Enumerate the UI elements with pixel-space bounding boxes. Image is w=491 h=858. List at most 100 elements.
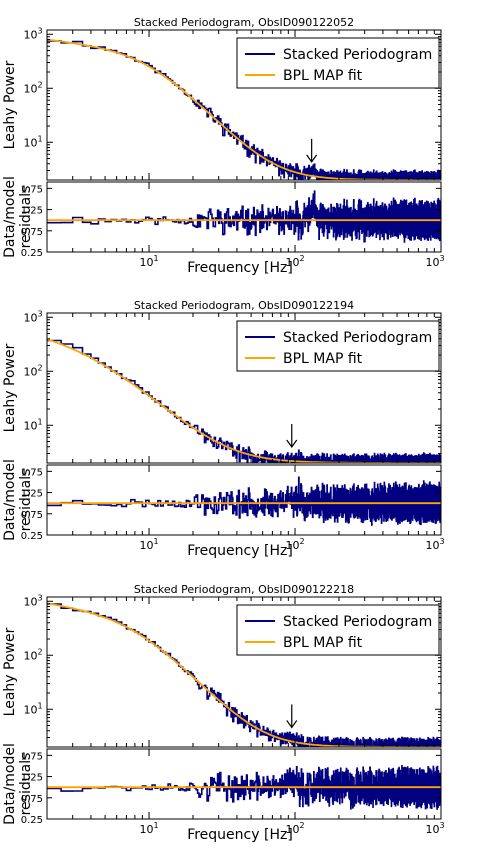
power-axis-label: Leahy Power	[2, 627, 18, 716]
residual-tick-label: 1.25	[21, 773, 43, 784]
tick-exponent: 3	[439, 254, 444, 263]
tick-base: 10	[425, 256, 439, 269]
tick-exponent: 3	[37, 593, 42, 602]
tick-exponent: 1	[37, 701, 42, 710]
residual-tick-label: 0.75	[21, 794, 43, 805]
power-axis-label: Leahy Power	[2, 343, 18, 432]
frequency-axis-label: Frequency [Hz]	[187, 543, 293, 559]
tick-base: 10	[23, 311, 37, 324]
chart-title: Stacked Periodogram, ObsID090122218	[134, 583, 354, 596]
residual-tick-label: 1.75	[21, 751, 43, 762]
tick-exponent: 1	[153, 537, 158, 546]
tick-base: 10	[139, 539, 153, 552]
residual-tick-label: 1.25	[21, 206, 43, 217]
tick-exponent: 1	[153, 821, 158, 830]
tick-base: 10	[285, 539, 299, 552]
residual-tick-label: 1.75	[21, 184, 43, 195]
residual-tick-label: 1.25	[21, 489, 43, 500]
y-tick-label: 101	[23, 701, 42, 716]
periodogram-panel-1: Stacked Periodogram, ObsID09012205210110…	[2, 16, 445, 276]
legend-label-fit: BPL MAP fit	[283, 351, 363, 367]
residual-axis-label-line: Data/model	[2, 743, 18, 825]
qpo-arrowhead	[286, 439, 298, 449]
residual-tick-label: 0.75	[21, 510, 43, 521]
chart-title: Stacked Periodogram, ObsID090122194	[134, 299, 354, 312]
legend-box	[236, 37, 440, 89]
power-axis-label: Leahy Power	[2, 60, 18, 149]
residual-axis-label: Data/modelresiduals	[2, 459, 34, 541]
residual-axis-label: Data/modelresiduals	[2, 743, 34, 825]
x-tick-label: 103	[425, 254, 444, 269]
legend-label-fit: BPL MAP fit	[283, 68, 363, 84]
legend-label-data: Stacked Periodogram	[283, 47, 432, 63]
x-tick-label: 102	[285, 821, 304, 836]
tick-base: 10	[139, 823, 153, 836]
y-tick-label: 103	[23, 593, 42, 608]
tick-exponent: 2	[299, 254, 304, 263]
qpo-arrowhead	[286, 720, 298, 729]
tick-base: 10	[23, 649, 37, 662]
residual-tick-label: 0.25	[21, 815, 43, 826]
periodogram-series	[47, 40, 441, 180]
legend-label-data: Stacked Periodogram	[283, 330, 432, 346]
periodogram-panel-3: Stacked Periodogram, ObsID09012221810110…	[2, 583, 445, 843]
tick-exponent: 2	[299, 537, 304, 546]
tick-base: 10	[425, 539, 439, 552]
periodogram-panel-2: Stacked Periodogram, ObsID09012219410110…	[2, 299, 445, 559]
tick-exponent: 3	[439, 821, 444, 830]
tick-base: 10	[23, 28, 37, 41]
x-tick-label: 101	[139, 254, 158, 269]
x-tick-label: 102	[285, 254, 304, 269]
tick-base: 10	[139, 256, 153, 269]
tick-base: 10	[23, 82, 37, 95]
tick-exponent: 1	[153, 254, 158, 263]
residual-axis-label: Data/modelresiduals	[2, 176, 34, 258]
tick-exponent: 3	[439, 537, 444, 546]
frequency-axis-label: Frequency [Hz]	[187, 827, 293, 843]
tick-base: 10	[23, 419, 37, 432]
legend-label-data: Stacked Periodogram	[283, 614, 432, 630]
tick-base: 10	[285, 823, 299, 836]
y-tick-label: 102	[23, 80, 42, 95]
residual-series	[47, 190, 441, 243]
residual-axes-frame	[46, 464, 442, 536]
qpo-arrowhead	[306, 154, 318, 163]
tick-exponent: 1	[37, 134, 42, 143]
periodogram-series	[47, 339, 441, 463]
x-tick-label: 101	[139, 537, 158, 552]
tick-base: 10	[425, 823, 439, 836]
tick-base: 10	[23, 136, 37, 149]
x-tick-label: 102	[285, 537, 304, 552]
residual-axis-label-line: Data/model	[2, 176, 18, 258]
residual-axes-frame	[46, 181, 442, 253]
residual-axis-label-line: Data/model	[2, 459, 18, 541]
x-tick-label: 103	[425, 821, 444, 836]
x-tick-label: 101	[139, 821, 158, 836]
chart-title: Stacked Periodogram, ObsID090122052	[134, 16, 354, 29]
y-tick-label: 103	[23, 309, 42, 324]
tick-base: 10	[285, 256, 299, 269]
legend-box	[236, 604, 440, 656]
legend-box	[236, 320, 440, 372]
y-tick-label: 103	[23, 26, 42, 41]
residual-tick-label: 0.75	[21, 227, 43, 238]
tick-base: 10	[23, 595, 37, 608]
tick-base: 10	[23, 703, 37, 716]
residual-axes-frame	[46, 748, 442, 820]
residual-axis-label-line: residuals	[18, 186, 34, 249]
frequency-axis-label: Frequency [Hz]	[187, 260, 293, 276]
y-tick-label: 102	[23, 647, 42, 662]
residual-axis-label-line: residuals	[18, 469, 34, 532]
tick-exponent: 1	[37, 417, 42, 426]
y-tick-label: 101	[23, 134, 42, 149]
tick-exponent: 3	[37, 309, 42, 318]
tick-exponent: 2	[299, 821, 304, 830]
tick-exponent: 3	[37, 26, 42, 35]
residual-tick-label: 0.25	[21, 531, 43, 542]
tick-exponent: 2	[37, 647, 42, 656]
residual-tick-label: 0.25	[21, 248, 43, 259]
tick-exponent: 2	[37, 80, 42, 89]
legend-label-fit: BPL MAP fit	[283, 635, 363, 651]
residual-tick-label: 1.75	[21, 467, 43, 478]
